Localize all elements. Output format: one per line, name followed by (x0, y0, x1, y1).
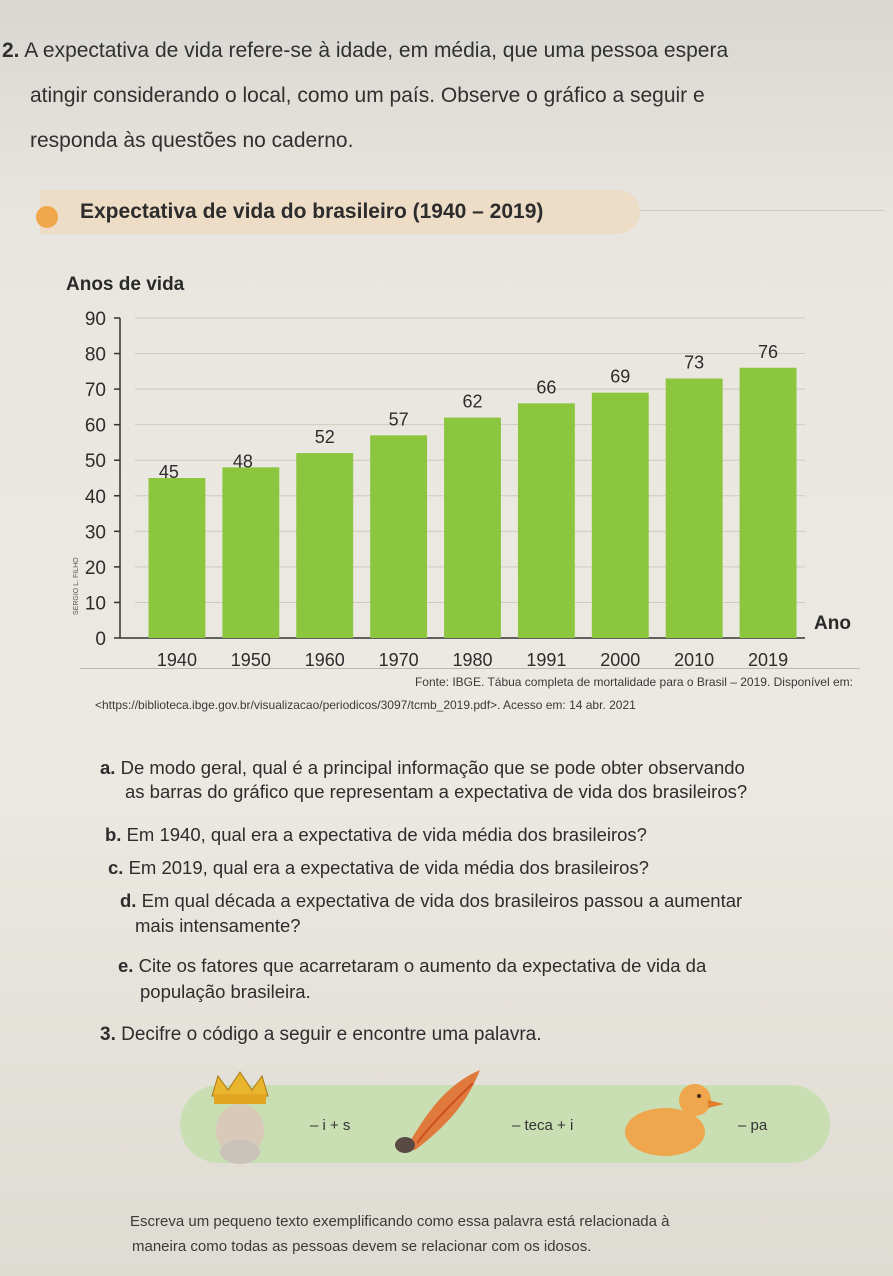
data-label-1991: 66 (536, 377, 556, 397)
x-tick-label-2019: 2019 (748, 650, 788, 670)
item-d-text-2: mais intensamente? (135, 915, 301, 936)
bar-1991 (517, 403, 575, 638)
x-tick-label-1940: 1940 (157, 650, 197, 670)
source-line-2: <https://biblioteca.ibge.gov.br/visualiz… (95, 698, 636, 712)
x-tick-label-2010: 2010 (674, 650, 714, 670)
item-e-text-2: população brasileira. (140, 981, 311, 1002)
code-label-3: – pa (738, 1117, 768, 1134)
y-axis-label: Anos de vida (66, 274, 185, 295)
item-a-text-1: De modo geral, qual é a principal inform… (120, 757, 745, 778)
chart-title-banner (40, 190, 640, 234)
question-2-line-1: 2. A expectativa de vida refere-se à ida… (2, 40, 728, 61)
feather-icon (395, 1070, 480, 1153)
question-3-number: 3. (100, 1024, 116, 1045)
item-b-text: Em 1940, qual era a expectativa de vida … (126, 824, 647, 845)
y-tick-label: 40 (85, 487, 106, 508)
chart-divider (80, 668, 860, 669)
question-3-text: Decifre o código a seguir e encontre uma… (121, 1024, 542, 1045)
y-tick-label: 60 (85, 416, 106, 437)
data-label-1950: 48 (233, 451, 253, 471)
king-icon (211, 1071, 269, 1164)
item-e-text-1: Cite os fatores que acarretaram o aument… (138, 955, 707, 976)
question-3: 3. Decifre o código a seguir e encontre … (100, 1024, 542, 1046)
bar-chart: 0 10 20 30 40 50 60 70 80 90 45 1940 48 1950 52 1960 57 1… (85, 309, 805, 670)
duck-icon (625, 1084, 724, 1156)
y-tick-label: 80 (85, 345, 106, 366)
y-tick-label: 20 (85, 558, 106, 579)
item-c-text: Em 2019, qual era a expectativa de vida … (128, 857, 649, 878)
y-tick-label: 10 (85, 593, 106, 614)
data-label-1970: 57 (389, 409, 409, 429)
item-d: d. Em qual década a expectativa de vida … (120, 890, 742, 912)
bar-2019 (739, 367, 797, 638)
item-b: b. Em 1940, qual era a expectativa de vi… (105, 824, 647, 846)
item-e: e. Cite os fatores que acarretaram o aum… (118, 955, 706, 977)
chart-title-bullet-icon (36, 206, 58, 228)
data-label-1940: 45 (159, 462, 179, 482)
y-tick-label: 70 (85, 380, 106, 401)
item-b-letter: b. (105, 824, 122, 845)
x-tick-label-2000: 2000 (600, 650, 640, 670)
y-tick-label: 90 (85, 309, 106, 330)
source-line-1: Fonte: IBGE. Tábua completa de mortalida… (414, 675, 853, 689)
y-tick-label: 30 (85, 522, 106, 543)
item-a-letter: a. (100, 757, 116, 778)
bar-1970 (370, 435, 428, 638)
question-2-line-3: responda às questões no caderno. (30, 129, 354, 152)
item-a-text-2: as barras do gráfico que representam a e… (125, 781, 748, 802)
data-label-1960: 52 (315, 427, 335, 447)
question-2-number: 2. (2, 39, 20, 62)
item-a: a. De modo geral, qual é a principal inf… (100, 757, 745, 779)
item-d-letter: d. (120, 890, 137, 911)
y-tick-label: 0 (95, 629, 106, 650)
code-label-1: – i + s (310, 1117, 351, 1134)
item-c: c. Em 2019, qual era a expectativa de vi… (108, 857, 649, 879)
item-e-letter: e. (118, 955, 134, 976)
x-tick-label-1980: 1980 (452, 650, 492, 670)
question-2-text-1: A expectativa de vida refere-se à idade,… (24, 39, 729, 62)
question-3-instruction-2: maneira como todas as pessoas devem se r… (132, 1238, 592, 1255)
question-3-instruction-1: Escreva um pequeno texto exemplificando … (130, 1213, 670, 1230)
code-puzzle-strip (180, 1085, 830, 1163)
item-c-letter: c. (108, 857, 124, 878)
code-label-2: – teca + i (512, 1117, 574, 1134)
x-axis-label: Ano (814, 613, 851, 634)
data-label-2000: 69 (610, 367, 630, 387)
bar-2010 (665, 378, 723, 638)
x-tick-label-1950: 1950 (231, 650, 271, 670)
bar-1960 (296, 453, 354, 638)
question-2-line-2: atingir considerando o local, como um pa… (30, 84, 705, 107)
x-tick-label-1960: 1960 (305, 650, 345, 670)
bar-1940 (148, 478, 206, 638)
x-tick-label-1970: 1970 (379, 650, 419, 670)
chart-title: Expectativa de vida do brasileiro (1940 … (80, 200, 544, 223)
item-d-text-1: Em qual década a expectativa de vida dos… (141, 890, 743, 911)
bar-1950 (222, 467, 280, 638)
data-label-1980: 62 (462, 392, 482, 412)
data-label-2010: 73 (684, 352, 704, 372)
data-label-2019: 76 (758, 342, 778, 362)
bar-2000 (591, 392, 649, 638)
y-tick-label: 50 (85, 451, 106, 472)
x-tick-label-1991: 1991 (526, 650, 566, 670)
bar-1980 (444, 417, 501, 638)
